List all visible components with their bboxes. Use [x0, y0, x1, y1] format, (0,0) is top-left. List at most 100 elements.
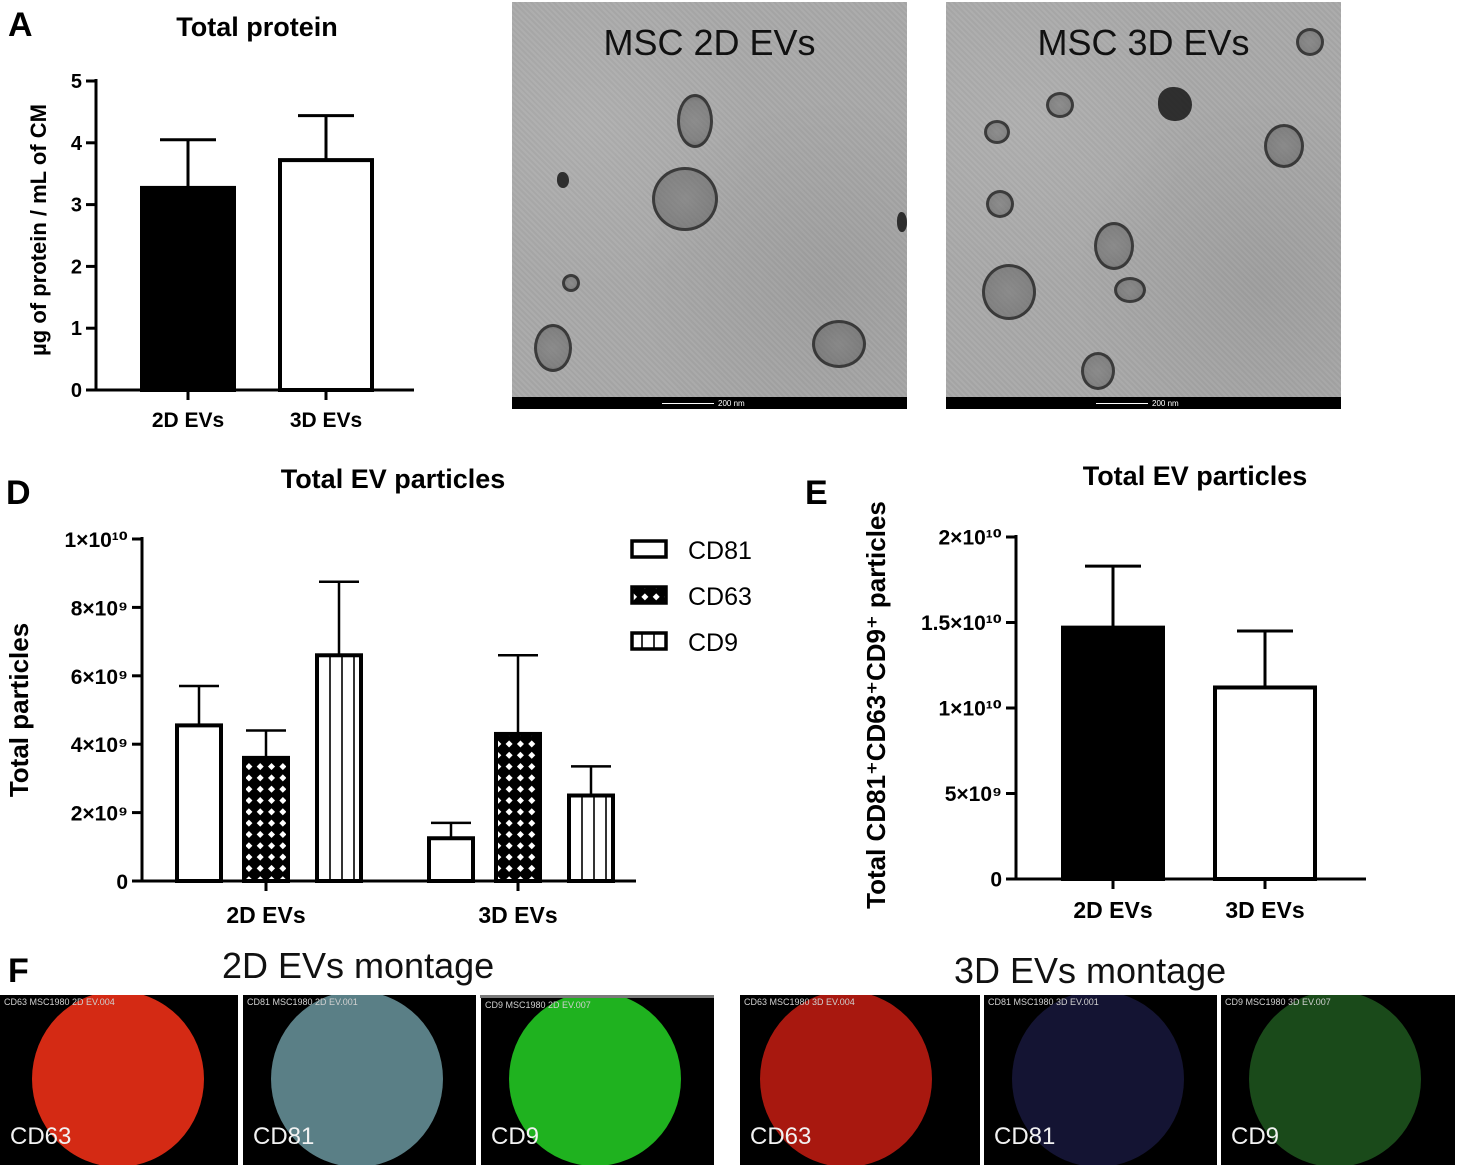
fluorescence-disc	[271, 995, 443, 1165]
y-tick-label: 2×10¹⁰	[939, 526, 1003, 549]
x-tick-label: 2D EVs	[1073, 897, 1152, 923]
x-tick-label: 3D EVs	[1225, 897, 1304, 923]
x-tick-label: 3D EVs	[478, 902, 557, 928]
bar	[140, 185, 236, 392]
y-tick-label: 6×10⁹	[71, 666, 128, 689]
bar	[1061, 625, 1165, 881]
montage-2d-tile-cd63: CD63 MSC1980 2D EV.004 CD63	[0, 995, 238, 1165]
bar-cd9	[315, 653, 363, 883]
chart-d-title: Total EV particles	[280, 464, 506, 494]
scale-label: 200 nm	[1152, 399, 1179, 408]
y-tick-label: 0	[71, 380, 82, 402]
fluorescence-disc	[509, 998, 681, 1165]
montage-3d-tile-cd81: CD81 MSC1980 3D EV.001 CD81	[984, 995, 1217, 1165]
tem-image-3d: MSC 3D EVs 200 nm	[946, 2, 1341, 409]
montage-3d-tile-cd9: CD9 MSC1980 3D EV.007 CD9	[1221, 995, 1455, 1165]
vesicle-shape	[562, 274, 580, 292]
montage-2d-tile-cd9: CD9 MSC1980 2D EV.007 CD9	[481, 998, 714, 1165]
tile-label: CD63	[750, 1123, 812, 1150]
bar	[1213, 685, 1317, 881]
legend-label-cd9: CD9	[688, 629, 738, 657]
y-tick-label: 5	[71, 71, 82, 93]
tile-header: CD81 MSC1980 2D EV.001	[247, 997, 358, 1007]
fluorescence-disc	[32, 995, 204, 1165]
bar-cd81	[175, 723, 223, 883]
dark-particle	[1158, 87, 1192, 121]
tile-label: CD9	[491, 1123, 540, 1150]
scale-line	[1096, 403, 1148, 404]
vesicle-shape	[984, 120, 1010, 144]
montage-3d-title: 3D EVs montage	[954, 950, 1227, 991]
montage-2d-tile-cd81: CD81 MSC1980 2D EV.001 CD81	[243, 995, 476, 1165]
vesicle-shape	[677, 94, 713, 148]
chart-e-title: Total EV particles	[1082, 461, 1308, 491]
tile-header: CD63 MSC1980 2D EV.004	[4, 997, 115, 1007]
vesicle-shape	[812, 320, 866, 368]
y-tick-label: 1.5×10¹⁰	[921, 612, 1002, 635]
vesicle-shape	[1046, 92, 1074, 118]
fluorescence-disc	[1249, 995, 1421, 1165]
tile-label: CD81	[253, 1123, 315, 1150]
dark-particle	[557, 172, 569, 188]
vesicle-shape	[652, 167, 718, 231]
y-tick-label: 0	[116, 871, 128, 894]
legend-swatch-cd63	[630, 585, 668, 605]
vesicle-shape	[982, 264, 1036, 320]
x-tick-label: 2D EVs	[152, 409, 224, 432]
legend-swatch-cd9	[630, 631, 668, 651]
bar-cd9	[567, 793, 615, 883]
y-tick-label: 1×10¹⁰	[65, 529, 129, 552]
y-axis-label: Total CD81⁺CD63⁺CD9⁺ particles	[861, 501, 891, 909]
legend-swatch-cd81	[630, 539, 668, 559]
tem-3d-title: MSC 3D EVs	[1037, 22, 1250, 63]
montage-3d-tile-cd63: CD63 MSC1980 3D EV.004 CD63	[740, 995, 980, 1165]
vesicle-shape	[534, 324, 572, 372]
fluorescence-disc	[1012, 995, 1184, 1165]
y-tick-label: 4×10⁹	[71, 734, 128, 757]
tem-2d-title: MSC 2D EVs	[603, 22, 816, 63]
vesicle-shape	[1114, 277, 1146, 303]
y-tick-label: 3	[71, 195, 82, 217]
tile-label: CD63	[10, 1123, 72, 1150]
panel-label-a: A	[8, 6, 33, 44]
y-tick-label: 5×10⁹	[945, 783, 1002, 806]
montage-2d-title: 2D EVs montage	[222, 945, 495, 986]
tile-label: CD9	[1231, 1123, 1280, 1150]
chart-d: 2D EVs 3D EVs 0 2×10⁹ 4×10⁹ 6×10⁹ 8×10⁹ 1×10¹⁰ T…	[4, 529, 752, 928]
tile-header: CD9 MSC1980 3D EV.007	[1225, 997, 1331, 1007]
y-tick-label: 0	[990, 868, 1002, 891]
panel-label-d: D	[6, 474, 31, 512]
fluorescence-disc	[760, 995, 932, 1165]
vesicle-shape	[1264, 124, 1304, 168]
vesicle-shape	[986, 190, 1014, 218]
bar	[278, 158, 374, 392]
scale-label: 200 nm	[718, 399, 745, 408]
vesicle-shape	[1296, 28, 1324, 56]
bar-cd63	[242, 755, 290, 884]
tile-label: CD81	[994, 1123, 1056, 1150]
y-tick-label: 2	[71, 256, 82, 278]
y-tick-label: 8×10⁹	[71, 597, 128, 620]
y-tick-label: 1×10¹⁰	[939, 697, 1003, 720]
legend-label-cd63: CD63	[688, 583, 752, 611]
x-tick-label: 3D EVs	[290, 409, 362, 432]
y-axis-label: µg of protein / mL of CM	[26, 104, 51, 356]
chart-e: 2D EVs 3D EVs 0 5×10⁹ 1×10¹⁰ 1.5×10¹⁰ 2×10¹⁰ To…	[861, 501, 1366, 923]
bar-cd81	[427, 836, 475, 883]
vesicle-shape	[1081, 352, 1115, 390]
tile-header: CD9 MSC1980 2D EV.007	[485, 1000, 591, 1010]
chart-a: 2D EVs 3D EVs 0 1 2 3 4 5 µg of protein / mL of …	[26, 71, 414, 432]
panel-label-e: E	[805, 474, 828, 512]
chart-a-title: Total protein	[176, 12, 338, 42]
y-tick-label: 2×10⁹	[71, 803, 128, 826]
legend-label-cd81: CD81	[688, 537, 752, 565]
bar-cd63	[494, 731, 542, 883]
x-tick-label: 2D EVs	[226, 902, 305, 928]
tile-header: CD63 MSC1980 3D EV.004	[744, 997, 855, 1007]
vesicle-shape	[1094, 222, 1134, 270]
tem-image-2d: MSC 2D EVs 200 nm	[512, 2, 907, 409]
panel-label-f: F	[8, 952, 29, 990]
y-tick-label: 1	[71, 318, 82, 340]
tile-header: CD81 MSC1980 3D EV.001	[988, 997, 1099, 1007]
dark-particle	[897, 212, 907, 232]
